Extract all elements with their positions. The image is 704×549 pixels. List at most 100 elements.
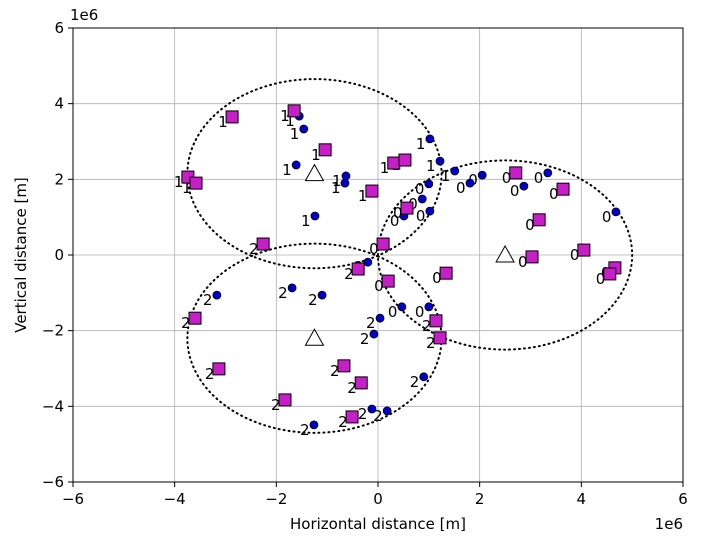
point-label: 2 xyxy=(338,413,348,431)
square-point xyxy=(532,213,546,227)
point-label: 0 xyxy=(534,169,544,187)
point-label: 1 xyxy=(311,146,321,164)
square-point xyxy=(433,331,447,345)
point-label: 0 xyxy=(393,204,403,222)
point-label: 2 xyxy=(358,405,368,423)
point-label: 2 xyxy=(366,314,376,332)
y-tick-label: 4 xyxy=(54,95,64,113)
point-label: 2 xyxy=(203,291,213,309)
point-label: 1 xyxy=(426,157,436,175)
square-point xyxy=(525,250,539,264)
x-tick-label: −4 xyxy=(164,490,186,508)
dot-point xyxy=(477,170,487,180)
square-point xyxy=(212,362,226,376)
square-point xyxy=(387,156,401,170)
point-label: 2 xyxy=(422,317,432,335)
square-point xyxy=(345,410,359,424)
y-tick-label: 2 xyxy=(54,170,64,188)
point-label: 2 xyxy=(271,396,281,414)
square-point xyxy=(225,110,239,124)
point-label: 0 xyxy=(502,169,512,187)
square-point xyxy=(256,237,270,251)
y-tick-label: −4 xyxy=(42,397,64,415)
y-tick-label: −2 xyxy=(42,322,64,340)
dot-point xyxy=(611,207,621,217)
dot-point xyxy=(382,406,392,416)
y-tick-label: 0 xyxy=(54,246,64,264)
point-label: 0 xyxy=(518,253,528,271)
point-label: 1 xyxy=(301,212,311,230)
square-point xyxy=(376,237,390,251)
point-label: 0 xyxy=(549,185,559,203)
dot-point xyxy=(519,181,529,191)
point-label: 1 xyxy=(285,112,295,130)
y-tick-label: 6 xyxy=(54,19,64,37)
point-label: 2 xyxy=(330,362,340,380)
point-label: 0 xyxy=(456,179,466,197)
square-point xyxy=(189,176,203,190)
y-tick-label: −6 xyxy=(42,473,64,491)
y-offset-label: 1e6 xyxy=(70,6,98,24)
dot-point xyxy=(310,211,320,221)
square-point xyxy=(278,393,292,407)
point-label: 1 xyxy=(358,187,368,205)
point-label: 0 xyxy=(596,270,606,288)
dot-point xyxy=(367,404,377,414)
coverage-circle xyxy=(377,159,634,351)
point-label: 2 xyxy=(344,265,354,283)
dot-point xyxy=(363,257,373,267)
square-point xyxy=(188,311,202,325)
dot-point xyxy=(450,166,460,176)
dot-point xyxy=(375,313,385,323)
point-label: 0 xyxy=(390,212,400,230)
dot-point xyxy=(435,156,445,166)
dot-point xyxy=(299,124,309,134)
square-point xyxy=(509,166,523,180)
square-point xyxy=(287,104,301,118)
dot-point xyxy=(397,302,407,312)
square-point xyxy=(337,359,351,373)
square-point xyxy=(381,274,395,288)
point-label: 1 xyxy=(174,173,184,191)
dot-point xyxy=(424,179,434,189)
point-label: 0 xyxy=(369,240,379,258)
x-tick-label: −6 xyxy=(62,490,84,508)
point-label: 0 xyxy=(415,303,425,321)
point-label: 0 xyxy=(602,208,612,226)
square-point xyxy=(603,267,617,281)
point-label: 2 xyxy=(373,407,383,425)
point-label: 1 xyxy=(290,125,300,143)
point-label: 2 xyxy=(308,291,318,309)
dot-point xyxy=(543,168,553,178)
center-marker xyxy=(304,163,325,182)
dot-point xyxy=(465,178,475,188)
square-point xyxy=(351,262,365,276)
point-label: 0 xyxy=(570,246,580,264)
point-label: 0 xyxy=(432,269,442,287)
square-point xyxy=(398,153,412,167)
square-point xyxy=(556,182,570,196)
square-point xyxy=(439,266,453,280)
point-label: 1 xyxy=(332,172,342,190)
point-label: 2 xyxy=(410,373,420,391)
square-point xyxy=(400,201,414,215)
square-point xyxy=(365,184,379,198)
point-label: 2 xyxy=(360,330,370,348)
point-label: 0 xyxy=(510,182,520,200)
dot-point xyxy=(291,160,301,170)
dot-point xyxy=(287,283,297,293)
dot-point xyxy=(341,171,351,181)
x-offset-label: 1e6 xyxy=(655,515,683,533)
x-tick-label: 4 xyxy=(577,490,587,508)
point-label: 0 xyxy=(374,277,384,295)
square-point xyxy=(354,376,368,390)
point-label: 2 xyxy=(347,379,357,397)
point-label: 1 xyxy=(331,179,341,197)
point-label: 0 xyxy=(388,303,398,321)
square-point xyxy=(318,143,332,157)
x-axis-label: Horizontal distance [m] xyxy=(290,515,466,533)
x-tick-label: −2 xyxy=(265,490,287,508)
point-label: 0 xyxy=(415,180,425,198)
x-tick-label: 6 xyxy=(678,490,688,508)
